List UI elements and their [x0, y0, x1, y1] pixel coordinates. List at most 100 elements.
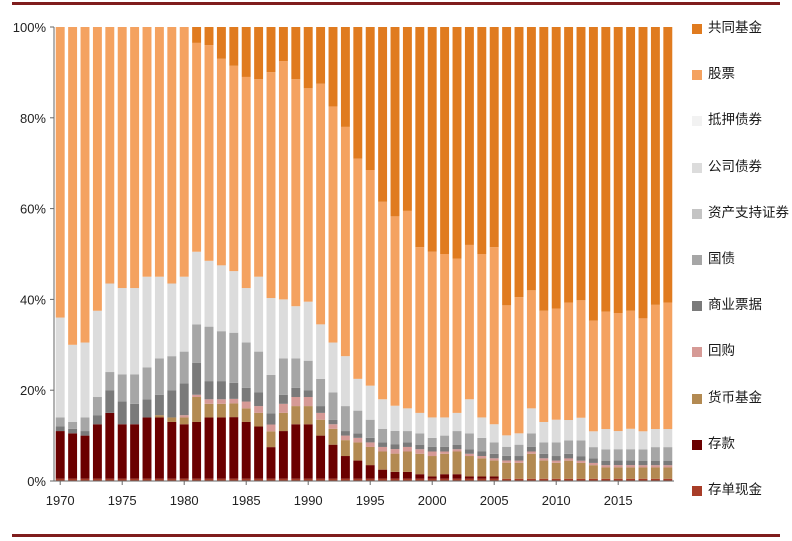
bar-segment-2010-s9	[551, 308, 561, 420]
bar-segment-1994-s2	[353, 442, 363, 461]
bar-segment-2009-s10	[539, 27, 549, 311]
bar-segment-2003-s0	[464, 478, 474, 481]
bar-segment-2019-s3	[663, 465, 673, 468]
bar-segment-1983-s10	[216, 27, 226, 59]
bar-segment-2009-s7	[539, 421, 549, 443]
x-tick-label: 2005	[480, 493, 509, 508]
bar-segment-1986-s4	[254, 392, 264, 407]
bar-segment-2010-s0	[551, 478, 561, 481]
legend-swatch	[692, 347, 702, 358]
bar-segment-2017-s2	[638, 467, 648, 479]
bar-segment-2009-s3	[539, 458, 549, 461]
bar-segment-2003-s9	[464, 244, 474, 400]
bar-segment-1971-s7	[68, 344, 78, 422]
bar-segment-1983-s5	[216, 331, 226, 382]
bar-segment-1982-s3	[204, 399, 214, 404]
bar-segment-2014-s10	[601, 27, 611, 312]
bar-segment-1990-s4	[303, 390, 313, 398]
bar-segment-1996-s3	[378, 446, 388, 452]
bar-segment-2013-s10	[588, 27, 598, 321]
bar-segment-2014-s9	[601, 311, 611, 430]
bar-segment-1984-s10	[229, 27, 239, 66]
bar-segment-1970-s5	[55, 417, 65, 427]
legend-label: 资产支持证券	[708, 204, 789, 221]
bar-segment-2014-s3	[601, 465, 611, 468]
bar-segment-2005-s4	[489, 453, 499, 459]
bar-segment-1974-s1	[105, 412, 115, 479]
bar-segment-2001-s9	[440, 254, 450, 418]
legend-label: 共同基金	[708, 20, 762, 36]
bar-segment-1976-s1	[130, 424, 140, 479]
x-tick-label: 1995	[356, 493, 385, 508]
bar-segment-1986-s7	[254, 276, 264, 352]
bar-segment-1994-s10	[353, 27, 363, 159]
bar-segment-1979-s0	[167, 478, 177, 481]
bar-segment-2017-s9	[638, 318, 648, 432]
bar-segment-1990-s10	[303, 27, 313, 89]
bar-segment-1978-s7	[154, 276, 164, 359]
bar-segment-1981-s4	[192, 362, 202, 395]
bar-segment-1999-s4	[415, 444, 425, 450]
bar-segment-1971-s1	[68, 433, 78, 479]
bar-segment-1980-s3	[179, 415, 189, 418]
bar-segment-1997-s7	[390, 405, 400, 431]
bar-segment-2015-s2	[613, 467, 623, 479]
bar-segment-2010-s2	[551, 462, 561, 479]
x-tick-label: 1985	[232, 493, 261, 508]
bar-segment-2012-s3	[576, 460, 586, 463]
bar-segment-1998-s3	[402, 446, 412, 452]
x-tick-label: 2000	[418, 493, 447, 508]
bar-segment-2012-s4	[576, 456, 586, 461]
bar-segment-2015-s0	[613, 478, 623, 481]
bar-segment-1983-s3	[216, 399, 226, 404]
bar-segment-1974-s9	[105, 27, 115, 284]
bar-segment-1999-s3	[415, 449, 425, 454]
bar-segment-1979-s1	[167, 421, 177, 479]
bar-segment-1992-s5	[328, 392, 338, 420]
x-tick-label: 1975	[108, 493, 137, 508]
bar-segment-1982-s1	[204, 417, 214, 479]
bar-segment-2019-s2	[663, 467, 673, 479]
bar-segment-1999-s7	[415, 412, 425, 434]
bar-segment-2006-s0	[502, 478, 512, 481]
bar-segment-2014-s5	[601, 449, 611, 461]
bar-segment-1989-s10	[291, 27, 301, 80]
bar-segment-1981-s9	[192, 42, 202, 252]
top-rule	[12, 2, 780, 5]
bar-segment-1992-s4	[328, 419, 338, 425]
bar-segment-1988-s4	[278, 394, 288, 404]
bar-segment-1971-s4	[68, 428, 78, 434]
bar-segment-1993-s3	[340, 435, 350, 441]
bar-segment-1986-s0	[254, 478, 264, 481]
bar-segment-2004-s3	[477, 456, 487, 459]
bar-segment-1983-s7	[216, 265, 226, 332]
bar-segment-1994-s0	[353, 478, 363, 481]
bar-segment-2003-s3	[464, 453, 474, 457]
bar-segment-2015-s4	[613, 460, 623, 466]
bar-segment-1971-s5	[68, 421, 78, 429]
bar-segment-2006-s7	[502, 435, 512, 447]
bar-segment-2000-s5	[427, 437, 437, 447]
bar-segment-1984-s0	[229, 478, 239, 481]
bar-segment-1984-s1	[229, 417, 239, 479]
bar-segment-2017-s4	[638, 460, 648, 466]
bar-segment-1976-s5	[130, 374, 140, 404]
legend-label: 货币基金	[708, 389, 762, 406]
bar-segment-1996-s0	[378, 478, 388, 481]
bar-segment-1980-s9	[179, 27, 189, 277]
bar-segment-1977-s1	[142, 417, 152, 479]
bar-segment-1986-s1	[254, 426, 264, 479]
bar-segment-2012-s0	[576, 478, 586, 481]
y-tick-label: 0%	[27, 474, 46, 489]
bottom-rule	[12, 534, 780, 537]
bar-segment-1989-s7	[291, 306, 301, 359]
bar-segment-1994-s5	[353, 410, 363, 434]
bar-segment-1994-s7	[353, 378, 363, 411]
bar-segment-1995-s4	[365, 437, 375, 443]
bar-segment-1989-s5	[291, 358, 301, 388]
bar-segment-1971-s0	[68, 478, 78, 481]
legend-label: 回购	[708, 343, 735, 360]
bar-segment-2011-s4	[564, 453, 574, 459]
bar-segment-1994-s3	[353, 437, 363, 443]
